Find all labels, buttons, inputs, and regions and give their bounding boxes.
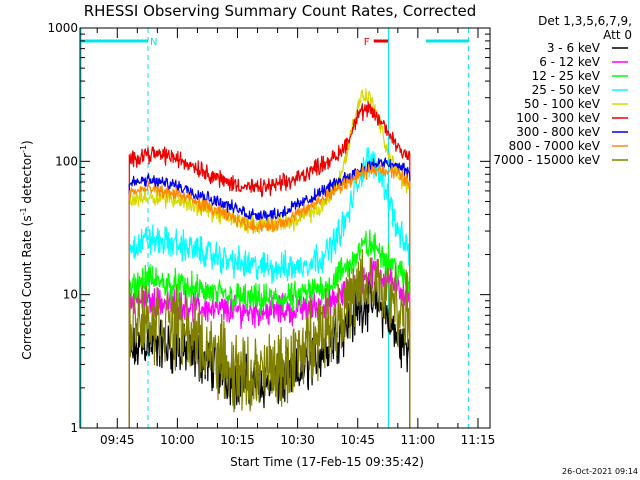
- x-tick-label: 09:45: [100, 433, 135, 447]
- plot-frame: [79, 27, 491, 429]
- series-line-7: [128, 163, 411, 428]
- x-tick-label: 10:45: [340, 433, 375, 447]
- legend-label: 7000 - 15000 keV: [493, 153, 600, 167]
- y-tick-label: 10: [63, 288, 78, 302]
- legend-header-detectors: Det 1,3,5,6,7,9,: [538, 14, 632, 28]
- flag-label-n: N: [150, 37, 157, 48]
- x-tick-label: 11:15: [461, 433, 496, 447]
- flag-label-f: F: [364, 37, 370, 48]
- chart-title: RHESSI Observing Summary Count Rates, Co…: [84, 2, 477, 20]
- x-tick-label: 10:00: [160, 433, 195, 447]
- y-axis: 1 10 100 1000: [47, 21, 490, 435]
- series-line-8: [128, 249, 411, 428]
- legend-label: 800 - 7000 keV: [509, 139, 601, 153]
- y-axis-label: Corrected Count Rate (s-1 detector-1): [19, 140, 34, 359]
- legend-header-attenuator: Att 0: [603, 28, 632, 42]
- orbit-markers: [80, 28, 470, 428]
- legend-label: 100 - 300 keV: [516, 111, 600, 125]
- y-tick-label: 100: [55, 154, 78, 168]
- series-line-4: [128, 88, 411, 428]
- x-tick-label: 11:00: [401, 433, 436, 447]
- legend-label: 300 - 800 keV: [516, 125, 600, 139]
- legend-label: 6 - 12 keV: [539, 55, 601, 69]
- series-line-5: [128, 101, 411, 428]
- x-tick-label: 10:15: [220, 433, 255, 447]
- x-axis: 09:45 10:00 10:15 10:30 10:45 11:00 11:15: [96, 28, 496, 447]
- legend-label: 12 - 25 keV: [532, 69, 601, 83]
- legend-label: 50 - 100 keV: [524, 97, 601, 111]
- y-tick-label: 1000: [47, 21, 78, 35]
- x-axis-label: Start Time (17-Feb-15 09:35:42): [230, 455, 424, 469]
- legend-label: 3 - 6 keV: [547, 41, 601, 55]
- x-tick-label: 10:30: [280, 433, 315, 447]
- legend-label: 25 - 50 keV: [532, 83, 601, 97]
- series-line-3: [128, 147, 411, 428]
- series-line-2: [128, 229, 411, 428]
- generation-timestamp: 26-Oct-2021 09:14: [562, 467, 638, 476]
- series-layer: [128, 88, 411, 428]
- y-tick-label: 1: [70, 421, 78, 435]
